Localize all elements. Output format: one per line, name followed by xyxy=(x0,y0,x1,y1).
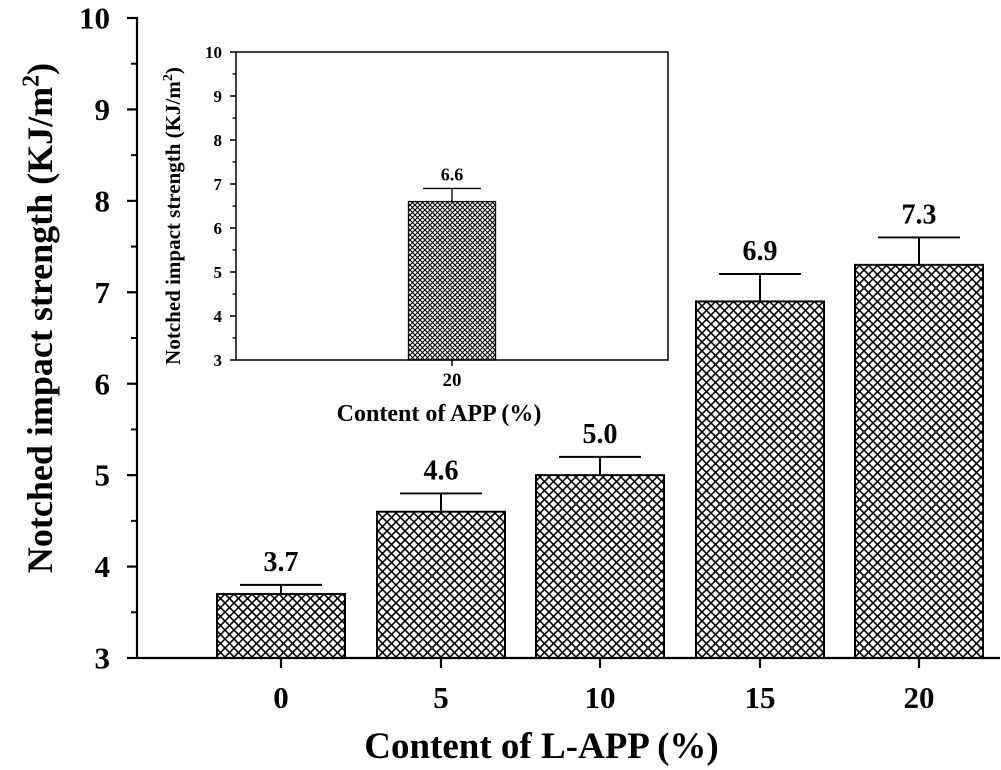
main-bar xyxy=(695,300,825,659)
main-x-axis-label: Content of L-APP (%) xyxy=(364,726,719,767)
inset-bar xyxy=(407,200,497,361)
main-x-tick-label: 20 xyxy=(904,680,935,715)
inset-x-axis-label: Content of APP (%) xyxy=(337,401,542,427)
inset-chart: 6.6 20 3 4 5 6 7 8 9 10 Content of APP (%) Notched … xyxy=(161,43,669,427)
main-data-label: 7.3 xyxy=(902,199,937,230)
main-y-tick-label: 10 xyxy=(79,1,110,36)
main-x-tick-label: 5 xyxy=(433,680,449,715)
main-x-tick-label: 10 xyxy=(585,680,616,715)
inset-y-axis-label: Notched impact strength (KJ/m2) xyxy=(161,67,185,365)
main-bar xyxy=(376,510,506,659)
inset-y-tick-label: 4 xyxy=(214,307,223,326)
inset-x-tick-label: 20 xyxy=(443,370,462,391)
main-y-tick-label: 4 xyxy=(95,549,111,584)
main-data-label: 6.9 xyxy=(743,236,778,267)
inset-y-axis-label-superscript: 2 xyxy=(161,74,176,81)
main-y-tick-label: 6 xyxy=(95,366,111,401)
main-y-axis-label-close: ) xyxy=(20,63,60,75)
main-bar xyxy=(535,474,665,659)
main-y-tick-label: 3 xyxy=(95,641,111,676)
main-y-tick-label: 7 xyxy=(95,275,111,310)
inset-y-tick-label: 9 xyxy=(214,87,223,106)
inset-y-axis-label-close: ) xyxy=(161,67,185,74)
main-y-tick-label: 5 xyxy=(95,458,111,493)
main-x-tick-label: 15 xyxy=(745,680,776,715)
main-chart: 3.7 0 4.6 5 5.0 10 6.9 15 7.3 20 3 4 5 6 7 8 9 10 Content … xyxy=(18,1,1000,767)
inset-y-tick-label: 6 xyxy=(214,219,223,238)
inset-y-axis-label-text: Notched impact strength (KJ/m xyxy=(161,81,185,365)
main-bar xyxy=(216,593,346,659)
main-data-label: 4.6 xyxy=(424,455,459,486)
main-data-label: 3.7 xyxy=(264,547,299,578)
main-data-label: 5.0 xyxy=(583,419,618,450)
main-y-axis-label: Notched impact strength (KJ/m2) xyxy=(18,63,60,573)
inset-data-label: 6.6 xyxy=(441,164,464,184)
main-y-axis-label-text: Notched impact strength (KJ/m xyxy=(20,87,60,573)
main-y-axis-label-superscript: 2 xyxy=(18,75,44,87)
main-y-tick-label: 8 xyxy=(95,183,111,218)
inset-y-tick-label: 7 xyxy=(214,175,223,194)
inset-y-tick-label: 10 xyxy=(205,43,222,62)
inset-y-tick-label: 5 xyxy=(214,263,223,282)
main-bar xyxy=(854,263,984,659)
main-x-tick-label: 0 xyxy=(273,680,289,715)
main-y-tick-label: 9 xyxy=(95,92,111,127)
inset-y-tick-label: 3 xyxy=(214,351,223,370)
inset-y-tick-label: 8 xyxy=(214,131,223,150)
